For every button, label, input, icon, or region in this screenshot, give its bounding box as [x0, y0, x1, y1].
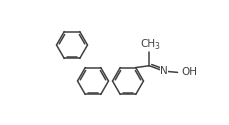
Text: N: N	[159, 66, 167, 76]
Text: OH: OH	[181, 67, 197, 77]
Text: CH: CH	[140, 39, 155, 49]
Text: 3: 3	[154, 42, 159, 51]
